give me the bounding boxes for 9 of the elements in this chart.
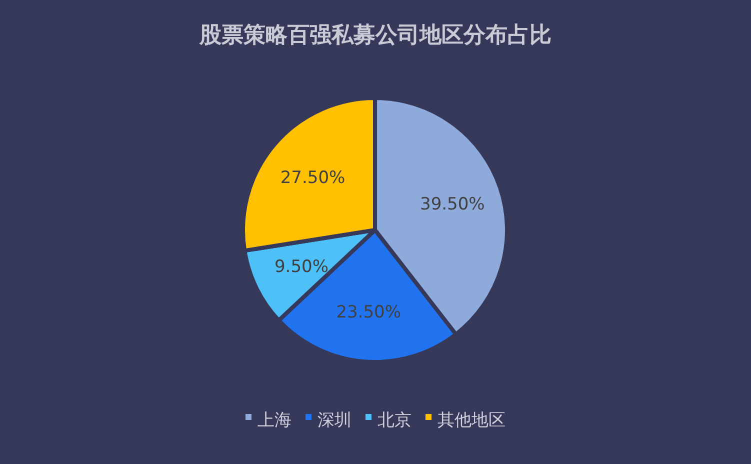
legend-label: 其他地区 [438,410,506,431]
data-label: 9.50% [274,257,329,278]
data-label: 27.50% [280,168,346,188]
chart-title: 股票策略百强私募公司地区分布占比 [198,23,552,48]
legend-label: 深圳 [318,410,352,431]
data-label: 23.50% [336,302,401,323]
legend-label: 北京 [378,410,412,431]
data-label: 39.50% [420,194,485,214]
legend-label: 上海 [258,410,292,431]
